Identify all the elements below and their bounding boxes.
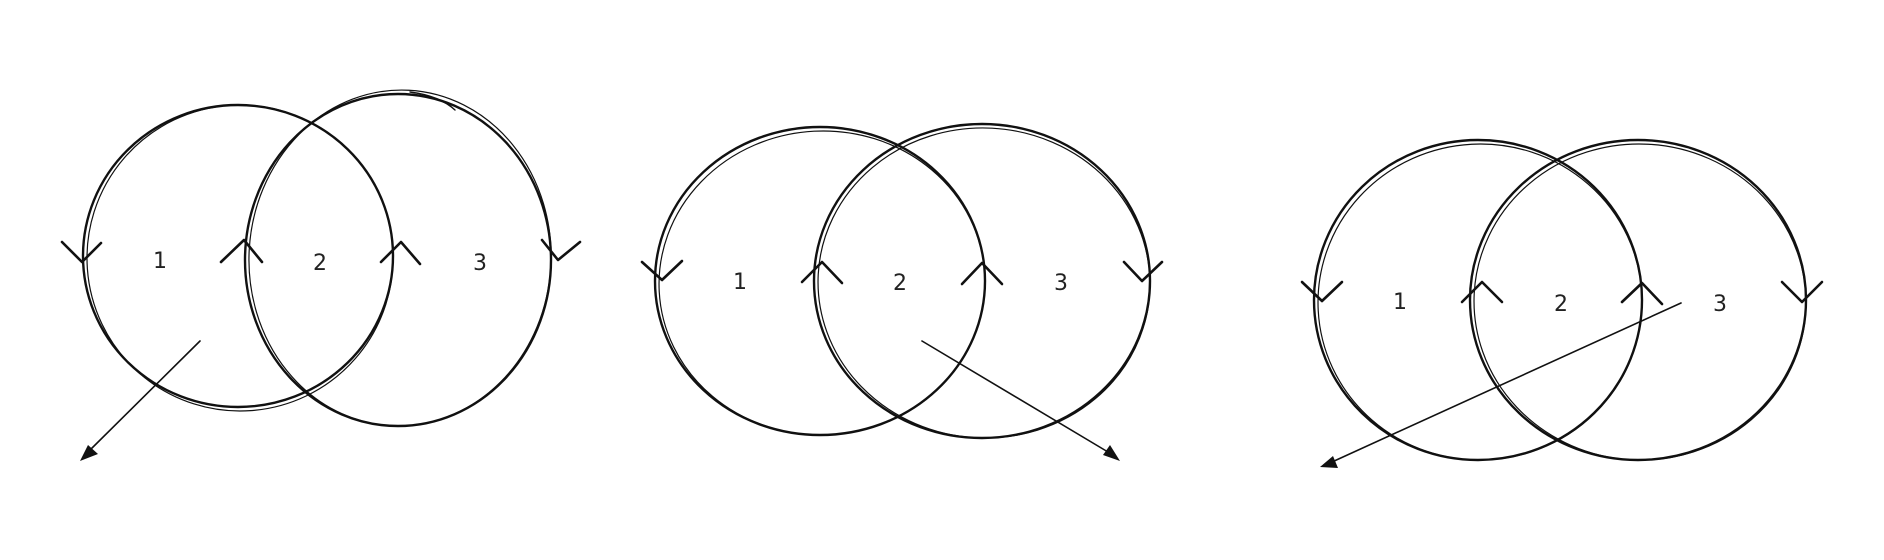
right-circle xyxy=(812,122,1152,440)
arrow-down-right-icon xyxy=(921,340,1120,461)
region-label-1: 1 xyxy=(733,270,747,295)
left-circle xyxy=(81,103,395,412)
region-label-3: 3 xyxy=(1054,271,1068,296)
arrow-down-left-icon xyxy=(1320,302,1682,468)
chevron-up-inner-right-icon xyxy=(1620,281,1664,306)
chevron-left-outer-icon xyxy=(640,259,684,282)
chevron-right-outer-icon xyxy=(540,238,582,262)
chevron-up-inner-right-icon xyxy=(960,261,1004,286)
chevron-left-outer-icon xyxy=(1300,280,1344,303)
region-label-2: 2 xyxy=(1554,292,1568,317)
region-label-1: 1 xyxy=(1393,290,1407,315)
region-label-1: 1 xyxy=(153,249,167,274)
venn-diagram-2: 1 2 3 xyxy=(640,122,1164,461)
arrow-down-left-icon xyxy=(80,340,201,461)
venn-diagram-3: 1 2 3 xyxy=(1300,138,1824,468)
left-circle xyxy=(1312,138,1644,462)
right-circle xyxy=(243,89,553,428)
right-circle xyxy=(1468,138,1808,462)
chevron-up-inner-left-icon xyxy=(219,238,264,264)
region-label-2: 2 xyxy=(313,251,327,276)
region-label-2: 2 xyxy=(893,271,907,296)
chevron-left-outer-icon xyxy=(60,240,103,264)
left-circle xyxy=(653,125,987,437)
chevron-right-outer-icon xyxy=(1780,280,1824,304)
region-label-3: 3 xyxy=(1713,292,1727,317)
region-label-3: 3 xyxy=(473,251,487,276)
chevron-right-outer-icon xyxy=(1122,260,1164,283)
venn-diagram-1: 1 2 3 xyxy=(60,89,582,461)
chevron-up-inner-left-icon xyxy=(1460,280,1504,304)
chevron-up-inner-right-icon xyxy=(379,240,422,266)
chevron-up-inner-left-icon xyxy=(800,260,844,285)
